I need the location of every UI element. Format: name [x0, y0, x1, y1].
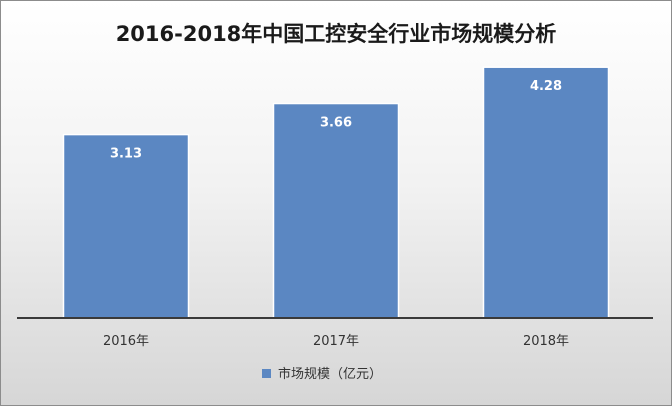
x-tick-label-2016: 2016年: [103, 334, 149, 349]
bar-2018: [482, 66, 610, 319]
data-labels-group: 3.13 3.66 4.28: [110, 79, 562, 161]
bar-2017: [272, 102, 400, 319]
legend-label: 市场规模（亿元）: [278, 366, 382, 382]
legend-swatch: [262, 369, 271, 378]
data-label-2017: 3.66: [320, 116, 352, 131]
data-label-2018: 4.28: [530, 79, 562, 94]
x-tick-labels-group: 2016年 2017年 2018年: [103, 334, 569, 349]
x-tick-label-2018: 2018年: [523, 334, 569, 349]
chart-title: 2016-2018年中国工控安全行业市场规模分析: [116, 22, 557, 46]
bar-2016: [62, 133, 190, 319]
bars-group: [62, 66, 610, 319]
x-tick-label-2017: 2017年: [313, 334, 359, 349]
data-label-2016: 3.13: [110, 147, 142, 162]
legend: 市场规模（亿元）: [262, 366, 382, 382]
